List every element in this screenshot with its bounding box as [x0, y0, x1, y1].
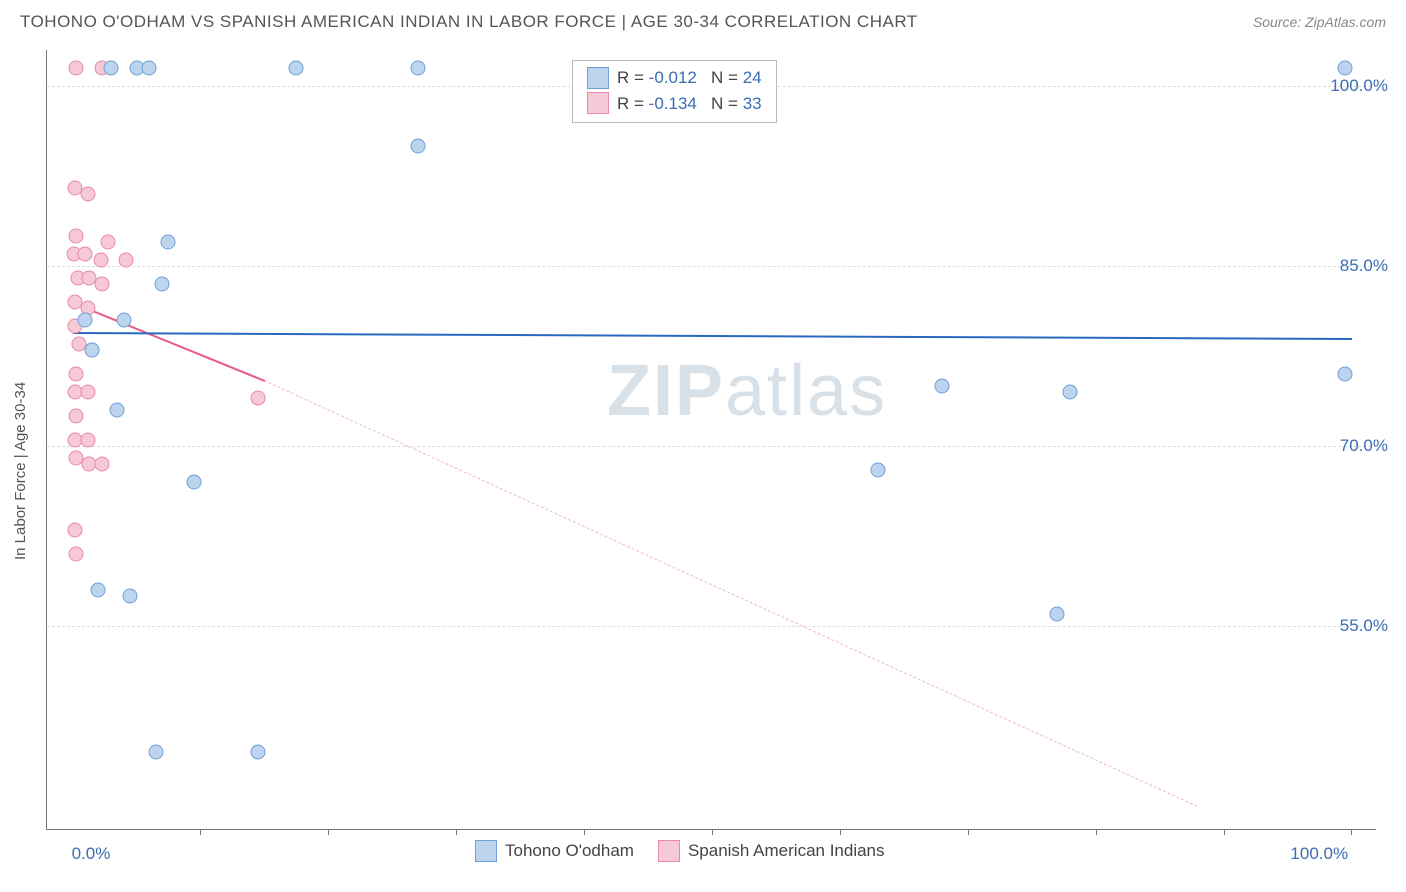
data-point	[94, 277, 109, 292]
data-point	[251, 391, 266, 406]
data-point	[142, 61, 157, 76]
data-point	[69, 547, 84, 562]
data-point	[1338, 61, 1353, 76]
y-tick-label: 100.0%	[1330, 76, 1388, 96]
x-tick	[584, 829, 585, 835]
data-point	[78, 313, 93, 328]
watermark: ZIPatlas	[607, 350, 887, 432]
data-point	[155, 277, 170, 292]
x-tick-label: 0.0%	[72, 844, 111, 864]
watermark-atlas: atlas	[725, 351, 887, 431]
x-tick	[1224, 829, 1225, 835]
y-tick-label: 85.0%	[1340, 256, 1388, 276]
legend-swatch	[587, 92, 609, 114]
data-point	[123, 589, 138, 604]
legend-stats: R = -0.012 N = 24	[617, 65, 762, 91]
data-point	[80, 187, 95, 202]
data-point	[187, 475, 202, 490]
data-point	[80, 433, 95, 448]
series-name: Spanish American Indians	[688, 841, 885, 861]
data-point	[69, 61, 84, 76]
x-tick	[200, 829, 201, 835]
watermark-zip: ZIP	[607, 351, 725, 431]
grid-line	[47, 626, 1376, 627]
x-tick	[968, 829, 969, 835]
trend-line	[73, 332, 1352, 340]
data-point	[110, 403, 125, 418]
scatter-plot: ZIPatlas R = -0.012 N = 24R = -0.134 N =…	[46, 50, 1376, 830]
legend-item: Spanish American Indians	[658, 840, 885, 862]
x-tick	[840, 829, 841, 835]
data-point	[871, 463, 886, 478]
data-point	[69, 367, 84, 382]
grid-line	[47, 446, 1376, 447]
data-point	[101, 235, 116, 250]
legend-swatch	[658, 840, 680, 862]
legend-swatch	[587, 67, 609, 89]
grid-line	[47, 266, 1376, 267]
x-tick	[1096, 829, 1097, 835]
legend-row: R = -0.134 N = 33	[587, 91, 762, 117]
legend-row: R = -0.012 N = 24	[587, 65, 762, 91]
trend-line	[264, 380, 1198, 807]
data-point	[1338, 367, 1353, 382]
data-point	[116, 313, 131, 328]
data-point	[78, 247, 93, 262]
trend-line	[72, 302, 265, 382]
x-tick	[328, 829, 329, 835]
data-point	[93, 253, 108, 268]
x-tick	[712, 829, 713, 835]
chart-title: TOHONO O'ODHAM VS SPANISH AMERICAN INDIA…	[20, 12, 918, 32]
data-point	[91, 583, 106, 598]
data-point	[69, 409, 84, 424]
data-point	[69, 229, 84, 244]
data-point	[119, 253, 134, 268]
data-point	[94, 457, 109, 472]
y-axis-label: In Labor Force | Age 30-34	[12, 382, 29, 560]
data-point	[251, 745, 266, 760]
x-tick	[456, 829, 457, 835]
data-point	[148, 745, 163, 760]
source-label: Source: ZipAtlas.com	[1253, 14, 1386, 30]
y-tick-label: 70.0%	[1340, 436, 1388, 456]
data-point	[935, 379, 950, 394]
data-point	[289, 61, 304, 76]
x-tick	[1351, 829, 1352, 835]
series-legend: Tohono O'odham Spanish American Indians	[475, 840, 885, 862]
data-point	[410, 139, 425, 154]
legend-item: Tohono O'odham	[475, 840, 634, 862]
correlation-legend: R = -0.012 N = 24R = -0.134 N = 33	[572, 60, 777, 123]
series-name: Tohono O'odham	[505, 841, 634, 861]
data-point	[80, 385, 95, 400]
data-point	[410, 61, 425, 76]
data-point	[103, 61, 118, 76]
legend-swatch	[475, 840, 497, 862]
data-point	[1050, 607, 1065, 622]
x-tick-label: 100.0%	[1290, 844, 1348, 864]
data-point	[84, 343, 99, 358]
y-tick-label: 55.0%	[1340, 616, 1388, 636]
legend-stats: R = -0.134 N = 33	[617, 91, 762, 117]
data-point	[161, 235, 176, 250]
data-point	[1063, 385, 1078, 400]
data-point	[68, 523, 83, 538]
